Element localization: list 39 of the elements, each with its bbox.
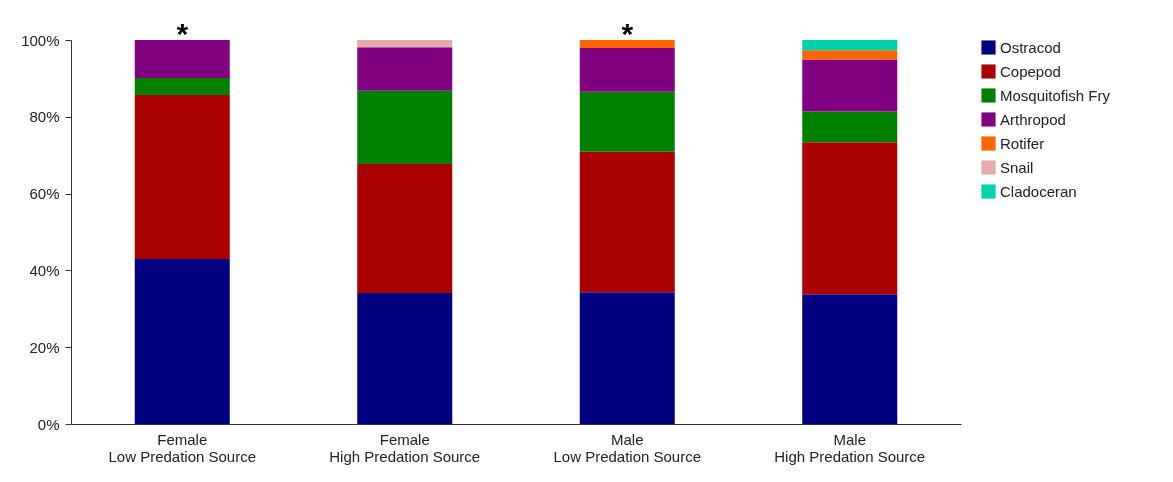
bar <box>357 164 453 294</box>
bar <box>802 142 898 295</box>
bar <box>802 40 898 51</box>
bar <box>579 48 675 92</box>
x-tick-label: Male Low Predation Source <box>553 430 702 465</box>
y-tick-label: 100% <box>21 31 60 49</box>
bar <box>802 50 898 60</box>
bar <box>579 91 675 152</box>
bar <box>579 292 675 424</box>
annotation: * <box>176 17 189 50</box>
bar <box>579 40 675 49</box>
y-tick-label: 0% <box>37 415 60 433</box>
bar <box>134 78 230 95</box>
bar <box>134 40 230 79</box>
bar <box>802 111 898 143</box>
bar <box>357 47 453 91</box>
bar <box>579 151 675 293</box>
legend-label: Snail <box>1000 158 1034 176</box>
legend-label: Rotifer <box>1000 134 1045 152</box>
y-tick-label: 80% <box>29 108 60 126</box>
bar <box>134 258 230 424</box>
y-tick-label: 60% <box>29 185 60 203</box>
legend-label: Arthropod <box>1000 110 1066 128</box>
x-tick-label: Male High Predation Source <box>774 430 926 465</box>
y-tick-label: 40% <box>29 261 60 279</box>
bar <box>802 59 898 112</box>
bar <box>802 294 898 424</box>
annotation: * <box>621 17 634 50</box>
bar <box>134 94 230 259</box>
bar <box>357 293 453 424</box>
legend-label: Ostracod <box>1000 38 1061 56</box>
legend-label: Mosquitofish Fry <box>1000 86 1111 104</box>
legend-label: Copepod <box>1000 62 1061 80</box>
bar <box>357 90 453 165</box>
bar <box>357 40 453 48</box>
x-tick-label: Female High Predation Source <box>329 430 481 465</box>
x-tick-label: Female Low Predation Source <box>108 430 257 465</box>
legend-label: Cladoceran <box>1000 182 1077 200</box>
y-tick-label: 20% <box>29 338 60 356</box>
